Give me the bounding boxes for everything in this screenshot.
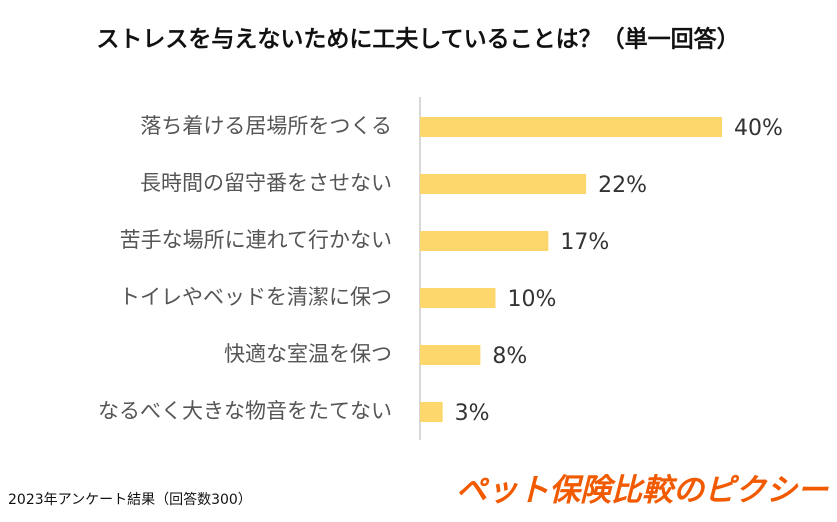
footer-note: 2023年アンケート結果（回答数300） [8, 491, 252, 508]
value-label: 22% [598, 173, 647, 198]
chart-title: ストレスを与えないために工夫していることは？（単一回答） [96, 26, 739, 53]
bar [420, 288, 496, 308]
category-label: 長時間の留守番をさせない [140, 171, 392, 195]
category-label: 落ち着ける居場所をつくる [140, 114, 392, 138]
bar [420, 174, 587, 194]
bar [420, 402, 443, 422]
category-label: 苦手な場所に連れて行かない [120, 228, 392, 252]
category-label: なるべく大きな物音をたてない [98, 399, 392, 423]
value-label: 40% [734, 116, 783, 141]
value-label: 10% [508, 287, 557, 312]
category-label: 快適な室温を保つ [224, 342, 392, 366]
value-label: 8% [492, 344, 527, 369]
bar [420, 117, 722, 137]
bar [420, 231, 549, 251]
value-label: 17% [560, 230, 609, 255]
category-label: トイレやベッドを清潔に保つ [119, 285, 392, 309]
brand-logo: ペット保険比較のピクシー [456, 473, 829, 509]
bar [420, 345, 481, 365]
value-label: 3% [455, 401, 490, 426]
